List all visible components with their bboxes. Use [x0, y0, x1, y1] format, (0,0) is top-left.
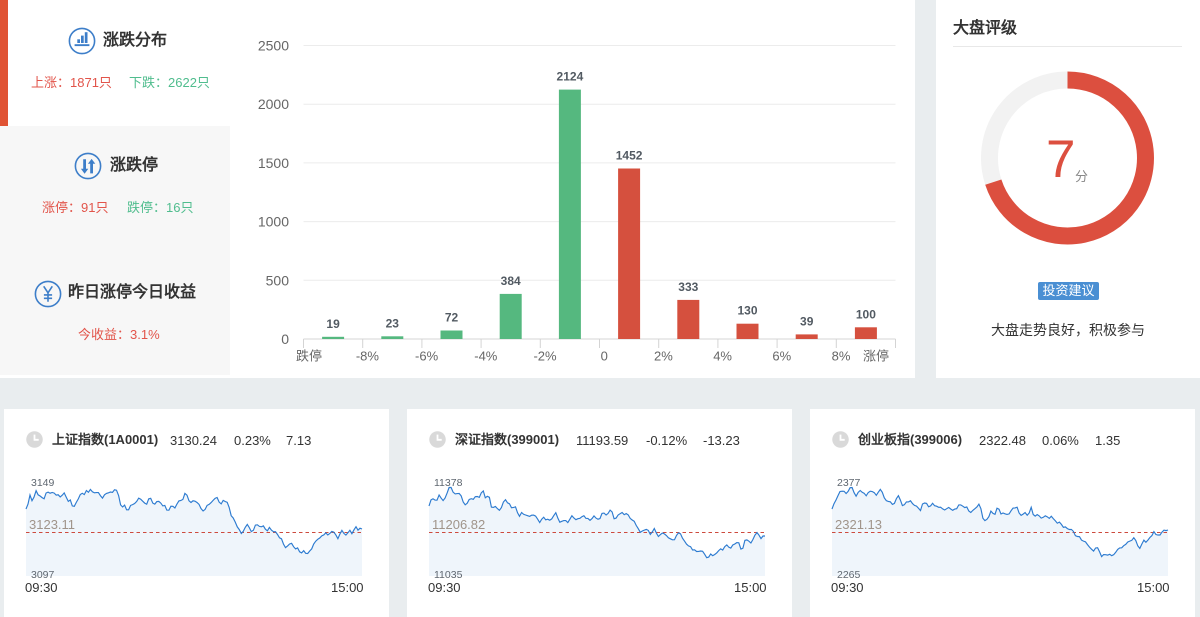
svg-text:39: 39	[800, 314, 814, 328]
svg-text:130: 130	[737, 304, 757, 318]
svg-text:-8%: -8%	[356, 349, 380, 364]
svg-text:384: 384	[501, 274, 521, 288]
svg-text:2%: 2%	[654, 349, 673, 364]
svg-text:8%: 8%	[832, 349, 851, 364]
svg-text:2124: 2124	[557, 70, 584, 84]
svg-text:2500: 2500	[258, 38, 289, 54]
svg-text:2000: 2000	[258, 96, 289, 112]
svg-text:涨停: 涨停	[863, 349, 889, 364]
svg-text:72: 72	[445, 311, 459, 325]
svg-text:1500: 1500	[258, 155, 289, 171]
svg-text:19: 19	[326, 317, 340, 331]
svg-text:-2%: -2%	[533, 349, 557, 364]
svg-text:0: 0	[601, 349, 608, 364]
svg-text:23: 23	[386, 316, 400, 330]
svg-text:1000: 1000	[258, 214, 289, 230]
svg-text:-4%: -4%	[474, 349, 498, 364]
svg-text:0: 0	[281, 331, 289, 347]
svg-text:-6%: -6%	[415, 349, 439, 364]
svg-text:100: 100	[856, 307, 876, 321]
svg-text:6%: 6%	[772, 349, 791, 364]
svg-text:500: 500	[266, 272, 290, 288]
svg-text:4%: 4%	[713, 349, 732, 364]
svg-text:跌停: 跌停	[296, 349, 322, 364]
svg-text:333: 333	[678, 280, 698, 294]
svg-text:1452: 1452	[616, 149, 643, 163]
